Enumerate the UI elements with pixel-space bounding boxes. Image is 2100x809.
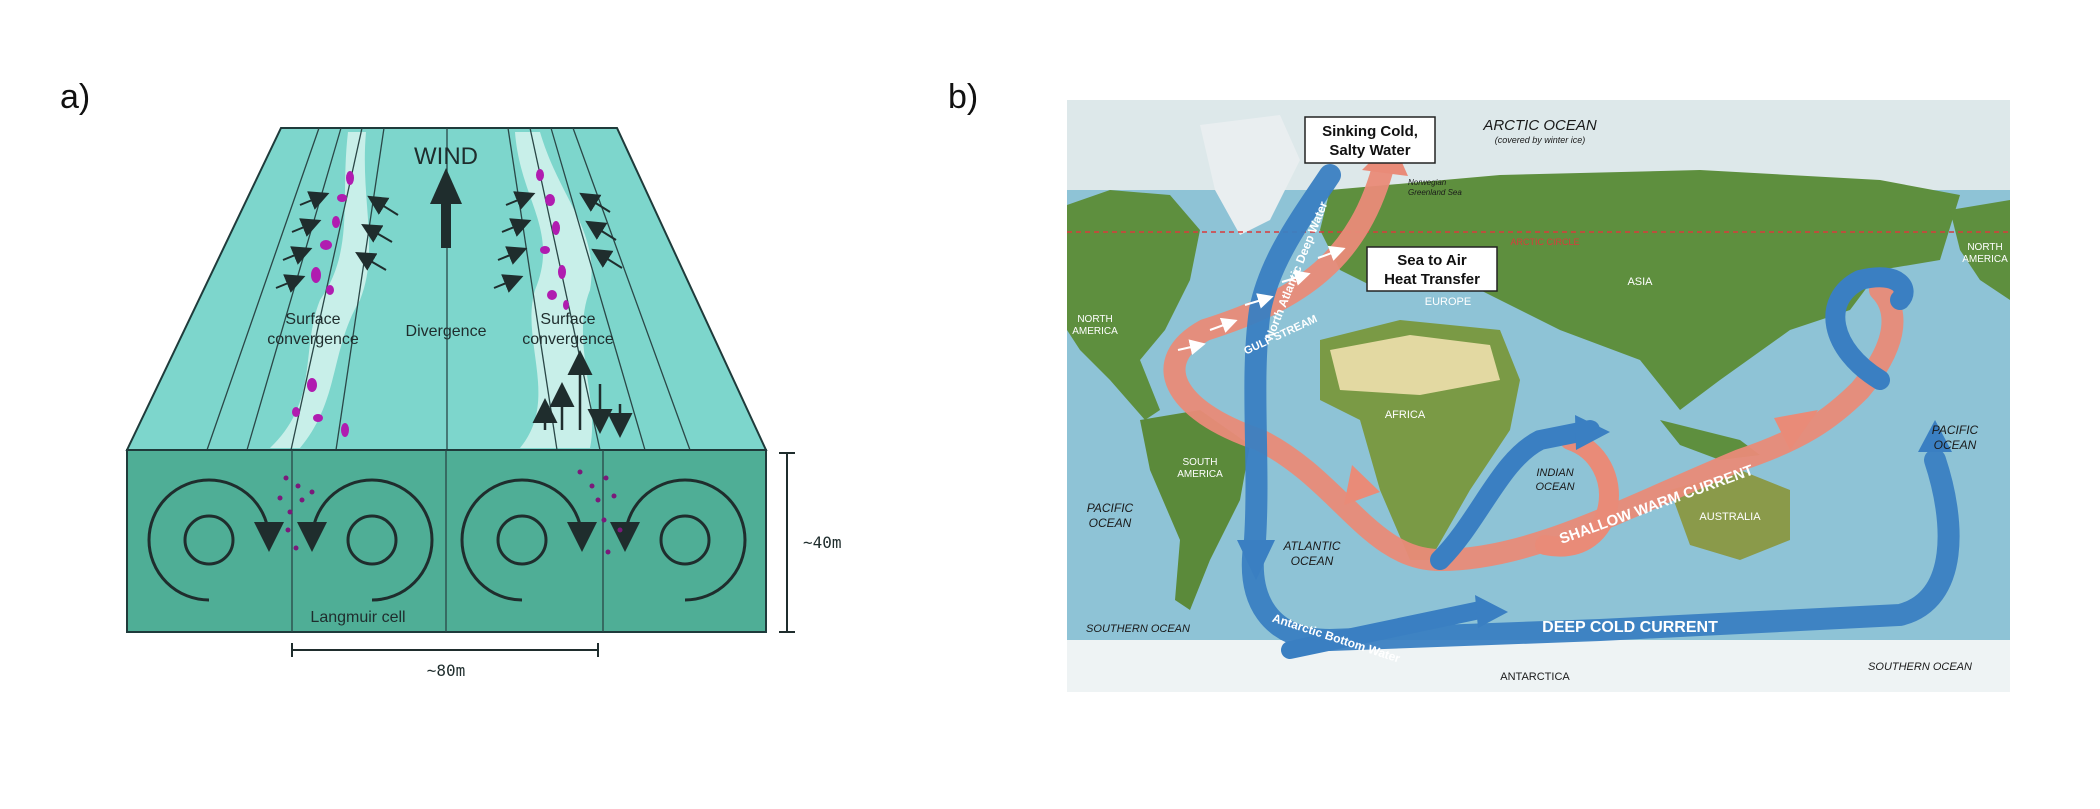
atlantic-ocean-label-1: ATLANTIC <box>1282 539 1340 553</box>
norwegian-sea-label-1: Norwegian <box>1408 178 1447 187</box>
subsurface-particles <box>277 469 623 555</box>
south-america-label-2: AMERICA <box>1177 469 1223 480</box>
panel-a-label: a) <box>60 78 91 116</box>
pacific-ocean-left-label-2: OCEAN <box>1089 516 1132 530</box>
width-scale-bar <box>291 643 599 657</box>
map-labels: ARCTIC OCEAN (covered by winter ice) Nor… <box>1072 117 2008 683</box>
deep-cold-current <box>1237 164 1960 659</box>
north-america-land <box>1067 190 1200 420</box>
surface-debris <box>292 169 569 437</box>
north-america-right-land <box>1950 200 2010 300</box>
sinking-cold-callout: Sinking Cold, Salty Water <box>1304 116 1436 164</box>
australia-land <box>1670 470 1790 560</box>
langmuir-cell-label: Langmuir cell <box>310 609 405 626</box>
cell-dividers <box>291 450 604 632</box>
pacific-ocean-left-label-1: PACIFIC <box>1087 501 1134 515</box>
arctic-note-label: (covered by winter ice) <box>1495 135 1586 145</box>
southern-ocean-left-label: SOUTHERN OCEAN <box>1086 623 1190 635</box>
asia-label: ASIA <box>1627 276 1653 288</box>
atlantic-ocean-label-2: OCEAN <box>1291 554 1334 568</box>
heat-box-line-1: Sea to Air <box>1397 252 1467 269</box>
surface-convergence-label-right-1: Surface <box>540 311 595 328</box>
africa-label: AFRICA <box>1385 409 1426 421</box>
norwegian-sea-label-2: Greenland Sea <box>1408 188 1462 197</box>
deep-cold-current-label: DEEP COLD CURRENT <box>1542 619 1718 636</box>
pacific-ocean-right-label-1: PACIFIC <box>1932 423 1979 437</box>
wind-arrow <box>430 168 462 248</box>
sahara-desert <box>1330 335 1500 395</box>
heat-transfer-callout: Sea to Air Heat Transfer <box>1366 246 1498 292</box>
europe-label: EUROPE <box>1425 296 1471 308</box>
panel-b-label: b) <box>948 78 979 116</box>
surface-convergence-label-left-2: convergence <box>267 331 359 348</box>
foam-streak-left <box>270 132 370 448</box>
south-america-label-1: SOUTH <box>1183 457 1218 468</box>
arctic-circle-label: ARCTIC CIRCLE <box>1510 237 1579 247</box>
south-america-land <box>1140 410 1250 610</box>
heat-box-line-2: Heat Transfer <box>1384 271 1480 288</box>
thermohaline-map: ARCTIC OCEAN (covered by winter ice) Nor… <box>1067 100 2010 692</box>
sinking-box-line-1: Sinking Cold, <box>1322 123 1418 140</box>
surface-convergence-label-right-2: convergence <box>522 331 614 348</box>
surface-convergence-label-left-1: Surface <box>285 311 340 328</box>
europe-asia-land <box>1320 170 1960 410</box>
antarctic-ice <box>1067 640 2010 692</box>
pacific-ocean-right-label-2: OCEAN <box>1934 438 1977 452</box>
depth-scale-bar <box>779 452 795 633</box>
land-masses <box>1067 115 2010 610</box>
wind-label: WIND <box>414 143 478 170</box>
langmuir-circulation <box>147 478 747 602</box>
arctic-ocean-label: ARCTIC OCEAN <box>1482 117 1597 134</box>
width-scale-label: ~80m <box>427 661 466 680</box>
north-america-left-label-1: NORTH <box>1077 314 1112 325</box>
indian-ocean-label-2: OCEAN <box>1535 481 1574 493</box>
indian-ocean-label-1: INDIAN <box>1536 467 1573 479</box>
indonesia-land <box>1660 420 1760 460</box>
divergence-label: Divergence <box>406 323 487 340</box>
north-america-right-label-2: AMERICA <box>1962 254 2008 265</box>
north-america-right-label-1: NORTH <box>1967 242 2002 253</box>
depth-scale-label: ~40m <box>803 533 842 552</box>
vertical-velocity-arrows <box>532 350 633 438</box>
langmuir-diagram: WIND Surface convergence Divergence Surf… <box>125 127 842 680</box>
sinking-box-line-2: Salty Water <box>1329 142 1410 159</box>
antarctica-label: ANTARCTICA <box>1500 671 1570 683</box>
convergence-arrows <box>275 191 623 293</box>
southern-ocean-right-label: SOUTHERN OCEAN <box>1868 661 1972 673</box>
greenland-land <box>1200 115 1300 235</box>
north-america-left-label-2: AMERICA <box>1072 326 1118 337</box>
australia-label: AUSTRALIA <box>1699 511 1761 523</box>
gulf-stream-arrows <box>1177 245 1346 356</box>
